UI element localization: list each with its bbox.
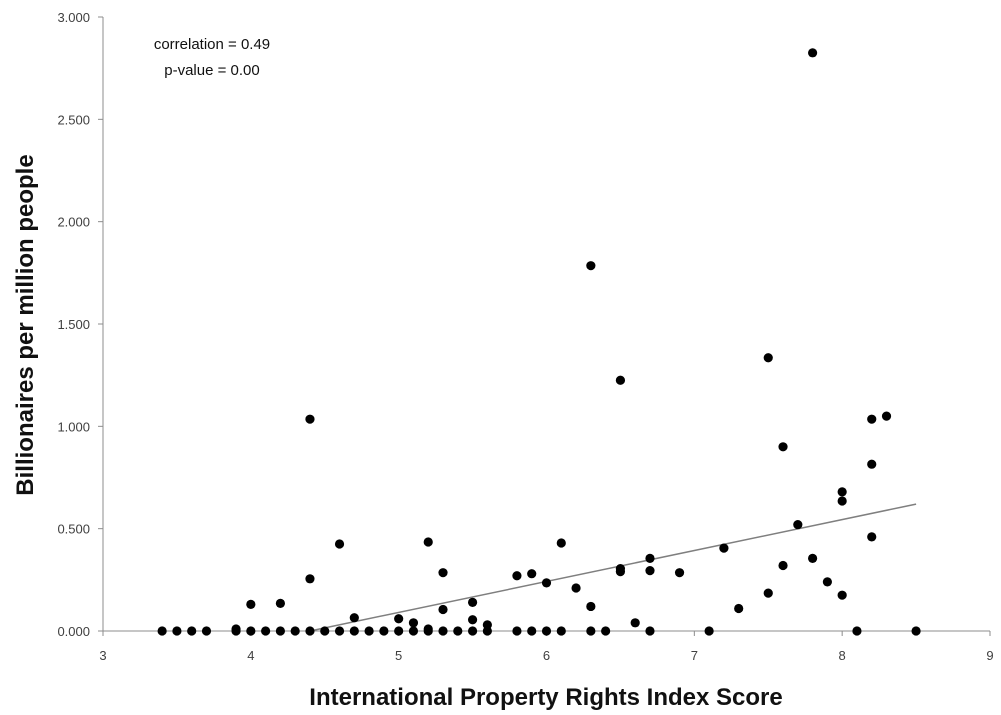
data-point [645, 626, 655, 636]
data-point [349, 626, 359, 636]
y-axis-title: Billionaires per million people [12, 154, 39, 495]
data-point [837, 496, 847, 506]
data-point [408, 618, 419, 628]
data-point [778, 560, 788, 571]
data-point [763, 588, 773, 598]
x-tick-label: 6 [543, 648, 550, 663]
data-point [423, 537, 433, 547]
data-point [438, 568, 448, 578]
data-point [261, 626, 271, 636]
data-point [394, 614, 404, 624]
data-point [571, 583, 581, 593]
data-point [556, 626, 566, 636]
data-point [630, 618, 640, 628]
data-point [334, 626, 345, 636]
data-point [467, 597, 478, 607]
y-tick-label: 0.500 [57, 522, 90, 537]
data-point [305, 574, 315, 584]
data-point [305, 414, 315, 424]
x-tick-label: 5 [395, 648, 402, 663]
data-point [808, 553, 818, 563]
data-point [157, 626, 167, 636]
data-point [601, 626, 611, 636]
data-point [704, 626, 714, 636]
data-point [586, 626, 596, 636]
data-point [187, 626, 197, 636]
data-point [527, 569, 537, 579]
data-point [275, 626, 285, 636]
data-point [674, 568, 685, 578]
data-point [615, 375, 626, 385]
data-point [482, 620, 492, 630]
data-point [556, 538, 566, 548]
data-point [305, 626, 315, 636]
data-point [837, 590, 847, 600]
data-point [438, 604, 448, 615]
x-tick-label: 3 [99, 648, 106, 663]
data-point [408, 626, 419, 636]
data-point [541, 626, 552, 636]
y-tick-label: 2.500 [57, 112, 90, 127]
data-point [438, 626, 448, 636]
data-point [172, 626, 182, 636]
y-tick-label: 1.000 [57, 419, 90, 434]
y-tick-label: 2.000 [57, 215, 90, 230]
data-point [231, 624, 241, 634]
x-tick-label: 7 [691, 648, 698, 663]
data-point [275, 598, 285, 608]
data-point [527, 626, 537, 636]
data-point [246, 626, 256, 636]
x-tick-label: 9 [986, 648, 993, 663]
data-point [763, 353, 773, 363]
data-point [778, 442, 788, 452]
data-point [586, 601, 596, 612]
data-point [334, 539, 345, 549]
data-point [719, 543, 729, 553]
y-tick-label: 1.500 [57, 317, 90, 332]
data-point [586, 261, 596, 271]
data-point [349, 613, 359, 623]
data-point [467, 626, 478, 636]
data-point [512, 571, 522, 581]
x-tick-label: 4 [247, 648, 254, 663]
x-axis-title: International Property Rights Index Scor… [309, 684, 782, 711]
x-axis-ticks: 3 4 5 6 7 8 9 [99, 631, 994, 663]
data-point [911, 626, 921, 636]
data-point [541, 578, 552, 588]
data-point [615, 563, 626, 574]
data-point [423, 624, 433, 634]
data-point [201, 626, 212, 636]
data-point [867, 459, 877, 469]
data-point [867, 414, 877, 424]
data-point [793, 519, 803, 530]
data-point [837, 487, 847, 497]
data-point [394, 626, 404, 636]
data-point [290, 626, 300, 636]
data-point [453, 626, 463, 636]
data-point [852, 626, 862, 636]
data-point [320, 626, 330, 636]
data-point [467, 615, 478, 625]
trendline [309, 503, 917, 632]
data-point [645, 566, 655, 576]
y-tick-label: 3.000 [57, 10, 90, 25]
data-point [364, 626, 374, 636]
data-point [808, 48, 818, 58]
data-point [645, 553, 655, 563]
data-point [246, 599, 256, 609]
data-point [379, 626, 389, 636]
y-tick-label: 0.000 [57, 624, 90, 639]
p-value-annotation: p-value = 0.00 [164, 62, 260, 79]
data-points [157, 48, 921, 636]
data-point [881, 411, 892, 421]
data-point [822, 577, 832, 587]
y-axis-ticks: 0.000 0.500 1.000 1.500 2.000 2.500 3.000 [57, 10, 103, 639]
data-point [734, 603, 744, 614]
data-point [512, 626, 522, 636]
correlation-annotation: correlation = 0.49 [154, 36, 270, 53]
data-point [867, 532, 877, 542]
x-tick-label: 8 [839, 648, 846, 663]
